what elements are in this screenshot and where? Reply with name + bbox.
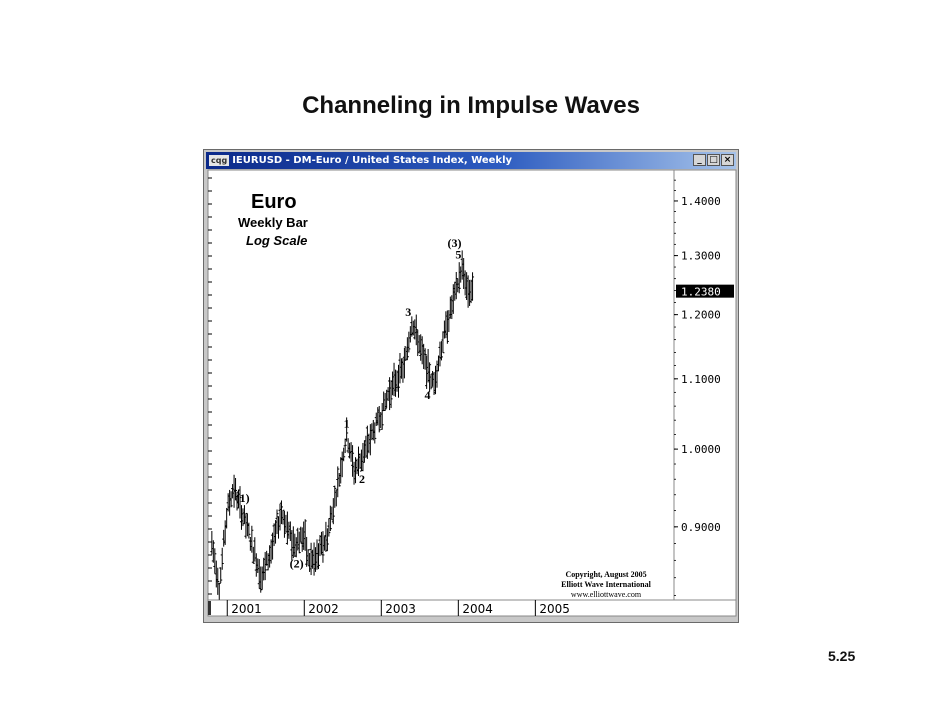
maximize-button[interactable]: □: [707, 154, 720, 166]
chart-title: Euro: [251, 191, 297, 213]
price-chart: 1.4000 1.3000 1.2000 1.1000 1.0000 0.9000 1.23…: [207, 169, 737, 617]
copyright-line: www.elliottwave.com: [571, 590, 642, 599]
wave-label: (3): [447, 236, 461, 250]
wave-label: 2: [359, 472, 365, 486]
wave-label: 3: [405, 305, 411, 319]
x-tick-label: 2001: [231, 602, 262, 616]
minimize-button[interactable]: _: [693, 154, 706, 166]
x-tick-label: 2004: [462, 602, 493, 616]
wave-label: 5: [455, 247, 461, 261]
x-tick-label: 2005: [539, 602, 570, 616]
wave-label: (2): [290, 556, 304, 570]
wave-label: 1: [344, 416, 350, 430]
last-price-tag: [676, 284, 734, 298]
price-axis-panel: [673, 169, 737, 601]
cqg-logo-icon: cqg: [209, 154, 230, 166]
window-title: IEURUSD - DM-Euro / United States Index,…: [232, 155, 513, 166]
last-price-label: 1.2380: [681, 286, 721, 299]
chart-subtitle-log: Log Scale: [246, 233, 307, 248]
y-tick-label: 1.0000: [681, 443, 721, 456]
y-tick-label: 1.4000: [681, 195, 721, 208]
slide-number: 5.25: [828, 648, 856, 664]
slide-title: Channeling in Impulse Waves: [302, 92, 640, 119]
copyright-line: Copyright, August 2005: [565, 570, 646, 579]
chart-subtitle-weekly: Weekly Bar: [238, 215, 308, 230]
x-tick-label: 2002: [308, 602, 339, 616]
close-button[interactable]: ×: [721, 154, 734, 166]
y-tick-label: 1.3000: [681, 250, 721, 263]
y-tick-label: 0.9000: [681, 521, 721, 534]
y-tick-label: 1.1000: [681, 373, 721, 386]
wave-label: 4: [425, 388, 431, 402]
copyright-line: Elliott Wave International: [561, 580, 651, 589]
scroll-handle: [208, 601, 211, 615]
window-controls: _ □ ×: [693, 154, 734, 166]
wave-label: (1): [236, 491, 250, 505]
window-titlebar[interactable]: cqg IEURUSD - DM-Euro / United States Ind…: [206, 152, 736, 169]
chart-window[interactable]: 1.4000 1.3000 1.2000 1.1000 1.0000 0.9000 1.23…: [203, 149, 739, 623]
y-tick-label: 1.2000: [681, 309, 721, 322]
x-tick-label: 2003: [385, 602, 416, 616]
